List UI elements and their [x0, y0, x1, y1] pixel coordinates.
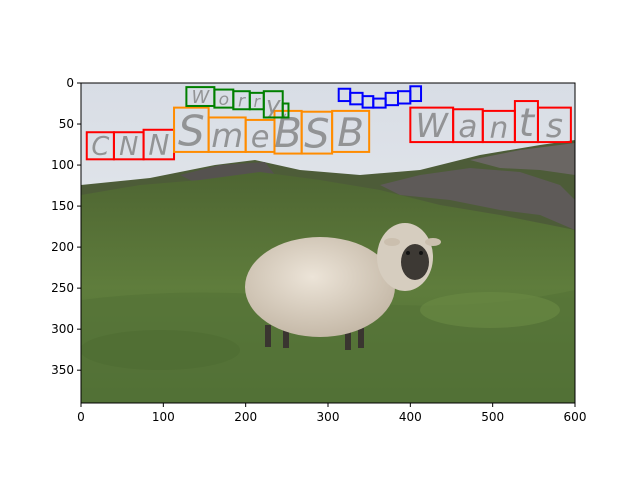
char-bounding-box — [281, 102, 290, 119]
x-tick-label: 400 — [399, 410, 422, 424]
overlay-char: S — [178, 106, 205, 155]
y-tick-label: 0 — [66, 76, 74, 90]
x-tick-label: 500 — [481, 410, 504, 424]
char-bounding-box — [536, 106, 572, 144]
x-tick-label: 600 — [564, 410, 587, 424]
overlay-char: N — [119, 132, 138, 162]
overlay-char: r — [254, 93, 262, 111]
overlay-char: N — [148, 129, 169, 162]
overlay-char: o — [219, 90, 229, 110]
overlay-char: m — [211, 117, 243, 155]
sheep-photo — [81, 83, 575, 403]
overlay-char: n — [489, 110, 508, 144]
y-tick-label: 50 — [59, 117, 74, 131]
sheep — [245, 223, 441, 350]
y-tick-label: 200 — [51, 240, 74, 254]
overlay-char: y — [265, 91, 282, 120]
char-bounding-box — [409, 85, 423, 103]
overlay-char: C — [91, 132, 109, 162]
y-axis: 0 50 100 150 200 250 300 350 — [51, 76, 81, 377]
y-tick-label: 350 — [51, 363, 74, 377]
y-tick-label: 250 — [51, 281, 74, 295]
x-tick-label: 100 — [152, 410, 175, 424]
y-tick-label: 100 — [51, 158, 74, 172]
x-axis: 0 100 200 300 400 500 600 — [77, 403, 586, 424]
overlay-char: r — [238, 92, 246, 112]
x-tick-label: 200 — [234, 410, 257, 424]
overlay-char: t — [519, 101, 536, 146]
overlay-char: W — [416, 107, 450, 145]
overlay-char: B — [337, 111, 364, 156]
x-tick-label: 0 — [77, 410, 85, 424]
overlay-char: e — [251, 120, 270, 155]
overlay-word — [337, 85, 423, 109]
overlay-char: W — [192, 87, 211, 108]
overlay-char: , — [283, 104, 287, 119]
y-tick-label: 300 — [51, 322, 74, 336]
y-tick-label: 150 — [51, 199, 74, 213]
overlay-char: a — [458, 109, 477, 145]
x-tick-label: 300 — [317, 410, 340, 424]
overlay-char: s — [546, 107, 563, 145]
overlay-char: S — [304, 111, 329, 157]
char-bounding-box — [331, 109, 371, 153]
